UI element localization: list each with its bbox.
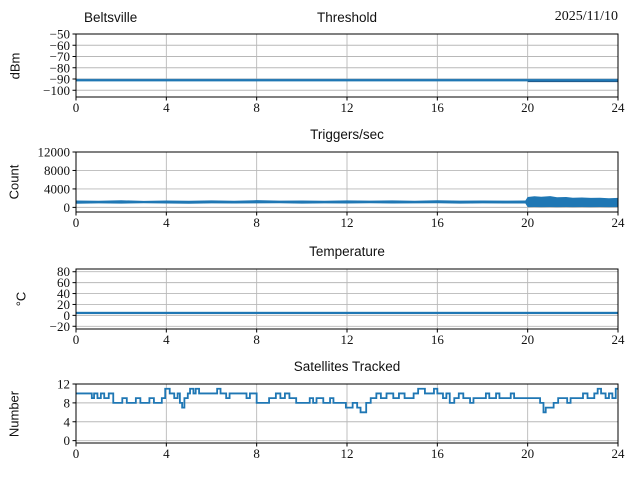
x-tick-label: 20 [521,100,534,115]
y-tick-label: 0 [64,433,71,448]
series-satellites [76,387,618,414]
y-tick-label: 80 [57,264,70,279]
x-tick-label: 0 [73,446,80,461]
subplot-4: 0 4 8 12 16 20 24 0 4 8 12 [57,377,625,462]
y-tick-label: 40 [57,286,70,301]
y-tick-label: 8 [64,395,71,410]
y-tick-label: 0 [64,200,71,215]
y-tick-label: 0 [64,308,71,323]
x-tick-label: 0 [73,100,80,115]
y-tick-label: 4 [64,414,71,429]
subplot-1: 0 4 8 12 16 20 24 −100−90−80−70−60−50 [43,27,625,116]
date-label: 2025/11/10 [554,9,618,24]
x-tick-label: 16 [431,332,445,347]
y-tick-label: −80 [50,60,70,75]
ylabel-dbm: dBm [7,52,23,80]
x-tick-label: 16 [431,215,445,230]
y-tick-label: −50 [50,27,70,42]
x-tick-label: 0 [73,215,80,230]
y-tick-label: −60 [50,38,70,53]
y-tick-label: −90 [50,72,70,87]
series-triggers-envelope [76,196,618,208]
y-tick-label: −70 [50,49,70,64]
x-tick-label: 12 [341,446,354,461]
x-tick-label: 24 [612,332,626,347]
y-tick-label: −100 [43,83,70,98]
x-tick-label: 24 [612,446,626,461]
plot3-title: Temperature [309,244,385,259]
x-tick-label: 12 [341,100,354,115]
x-tick-label: 4 [163,215,170,230]
y-tick-label: 8000 [44,163,70,178]
x-tick-label: 8 [253,215,260,230]
ylabel-degc: °C [13,291,29,307]
station-title: Beltsville [84,10,138,25]
x-tick-label: 8 [253,332,260,347]
x-tick-label: 20 [521,215,534,230]
x-tick-label: 16 [431,446,445,461]
y-tick-label: 20 [57,297,70,312]
x-tick-label: 16 [431,100,445,115]
x-tick-label: 20 [521,446,534,461]
x-tick-label: 24 [612,100,626,115]
y-tick-label: 12000 [38,145,71,160]
x-tick-label: 12 [341,215,354,230]
x-tick-label: 12 [341,332,354,347]
x-tick-label: 24 [612,215,626,230]
x-tick-label: 8 [253,446,260,461]
plot4-title: Satellites Tracked [293,359,401,374]
subplot-2: 0 4 8 12 16 20 24 0 4000 8000 12000 [38,145,626,231]
y-tick-label: 12 [57,377,70,392]
x-tick-label: 0 [73,332,80,347]
x-tick-label: 4 [163,100,170,115]
plot1-title: Threshold [316,10,378,25]
ylabel-number: Number [6,390,22,438]
y-tick-label: 60 [57,275,70,290]
x-tick-label: 20 [521,332,534,347]
x-tick-label: 4 [163,446,170,461]
ylabel-count: Count [6,164,22,200]
plot2-title: Triggers/sec [310,127,384,142]
y-tick-label: 4000 [44,181,70,196]
x-tick-label: 4 [163,332,170,347]
y-tick-label: −20 [50,319,70,334]
x-tick-label: 8 [253,100,260,115]
